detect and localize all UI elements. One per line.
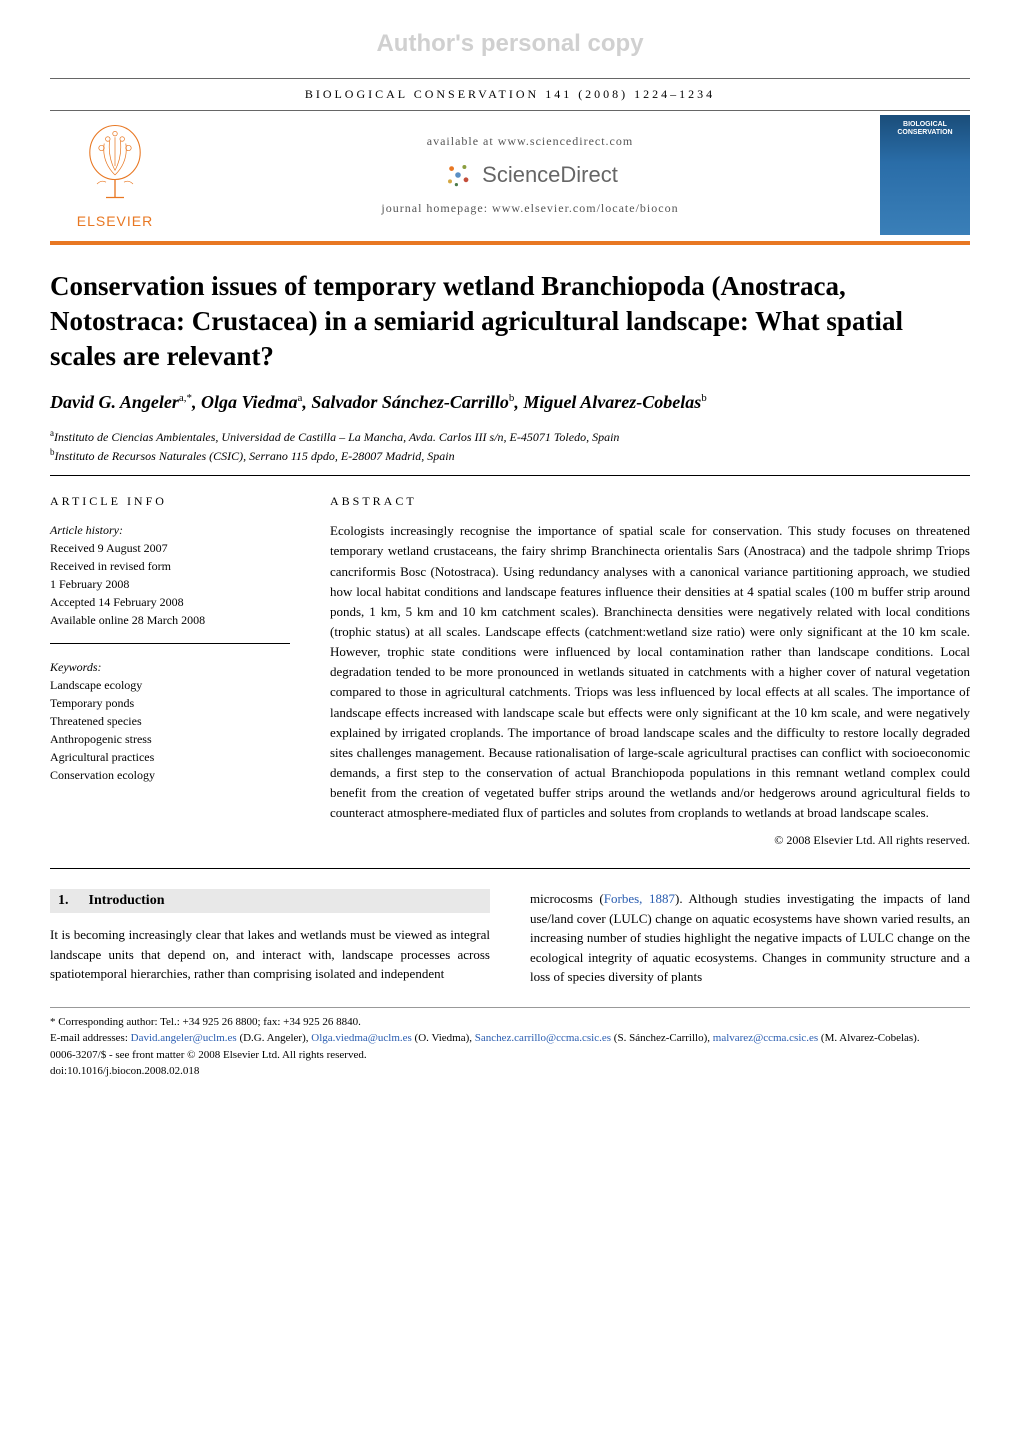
intro-left-column: 1. Introduction It is becoming increasing… [50,889,490,987]
article-info-label: ARTICLE INFO [50,494,290,509]
divider [50,475,970,476]
keyword-item: Landscape ecology [50,676,290,694]
heading-number: 1. [58,893,69,908]
keywords-heading: Keywords: [50,658,290,676]
publisher-name: ELSEVIER [77,213,153,229]
cover-title: BIOLOGICAL CONSERVATION [886,121,964,136]
received-date: Received 9 August 2007 [50,539,290,557]
footer-block: * Corresponding author: Tel.: +34 925 26… [50,1007,970,1080]
author-3: , Salvador Sánchez-Carrillo [302,392,509,412]
author-4-sup: b [701,392,707,404]
intro-paragraph-left: It is becoming increasingly clear that l… [50,925,490,984]
affiliation-b: bInstituto de Recursos Naturales (CSIC),… [50,446,970,465]
introduction-heading: 1. Introduction [50,889,490,913]
history-heading: Article history: [50,521,290,539]
journal-header: ELSEVIER available at www.sciencedirect.… [50,115,970,245]
keyword-item: Conservation ecology [50,766,290,784]
sciencedirect-icon [442,159,474,191]
email-link[interactable]: Olga.viedma@uclm.es [311,1032,412,1044]
affiliation-a: aInstituto de Ciencias Ambientales, Univ… [50,427,970,446]
keywords-block: Keywords: Landscape ecology Temporary po… [50,658,290,784]
article-info-column: ARTICLE INFO Article history: Received 9… [50,494,290,848]
header-center: available at www.sciencedirect.com Scien… [180,115,880,235]
available-at-text: available at www.sciencedirect.com [427,134,633,149]
section-divider [50,868,970,869]
sciencedirect-label: ScienceDirect [482,162,618,188]
author-4: , Miguel Alvarez-Cobelas [514,392,701,412]
abstract-column: ABSTRACT Ecologists increasingly recogni… [330,494,970,848]
affiliations: aInstituto de Ciencias Ambientales, Univ… [50,427,970,465]
email-addresses: E-mail addresses: David.angeler@uclm.es … [50,1030,970,1047]
elsevier-tree-icon [70,121,160,211]
abstract-copyright: © 2008 Elsevier Ltd. All rights reserved… [330,833,970,848]
introduction-row: 1. Introduction It is becoming increasing… [50,889,970,987]
keyword-item: Agricultural practices [50,748,290,766]
issn-line: 0006-3207/$ - see front matter © 2008 El… [50,1047,970,1064]
revised-line2: 1 February 2008 [50,575,290,593]
online-date: Available online 28 March 2008 [50,611,290,629]
sciencedirect-logo[interactable]: ScienceDirect [442,159,618,191]
intro-paragraph-right: microcosms (Forbes, 1887). Although stud… [530,889,970,987]
email-link[interactable]: malvarez@ccma.csic.es [713,1032,818,1044]
author-1: David G. Angeler [50,392,179,412]
publisher-logo-block: ELSEVIER [50,115,180,235]
keyword-item: Anthropogenic stress [50,730,290,748]
info-abstract-row: ARTICLE INFO Article history: Received 9… [50,494,970,848]
journal-homepage-link[interactable]: journal homepage: www.elsevier.com/locat… [381,201,678,216]
email-link[interactable]: Sanchez.carrillo@ccma.csic.es [475,1032,611,1044]
abstract-label: ABSTRACT [330,494,970,509]
corresponding-author: * Corresponding author: Tel.: +34 925 26… [50,1014,970,1031]
heading-text: Introduction [89,893,165,908]
keyword-item: Temporary ponds [50,694,290,712]
author-2: , Olga Viedma [192,392,298,412]
revised-line1: Received in revised form [50,557,290,575]
abstract-text: Ecologists increasingly recognise the im… [330,521,970,823]
keyword-item: Threatened species [50,712,290,730]
author-1-sup: a,* [179,392,192,404]
article-history-block: Article history: Received 9 August 2007 … [50,521,290,644]
author-list: David G. Angelera,*, Olga Viedmaa, Salva… [50,392,970,413]
accepted-date: Accepted 14 February 2008 [50,593,290,611]
journal-citation-bar: BIOLOGICAL CONSERVATION 141 (2008) 1224–… [50,78,970,111]
journal-cover-thumbnail: BIOLOGICAL CONSERVATION [880,115,970,235]
watermark-text: Author's personal copy [50,30,970,58]
email-link[interactable]: David.angeler@uclm.es [131,1032,237,1044]
article-title: Conservation issues of temporary wetland… [50,269,970,374]
citation-link[interactable]: Forbes, 1887 [604,891,675,906]
intro-right-column: microcosms (Forbes, 1887). Although stud… [530,889,970,987]
doi-line: doi:10.1016/j.biocon.2008.02.018 [50,1063,970,1080]
